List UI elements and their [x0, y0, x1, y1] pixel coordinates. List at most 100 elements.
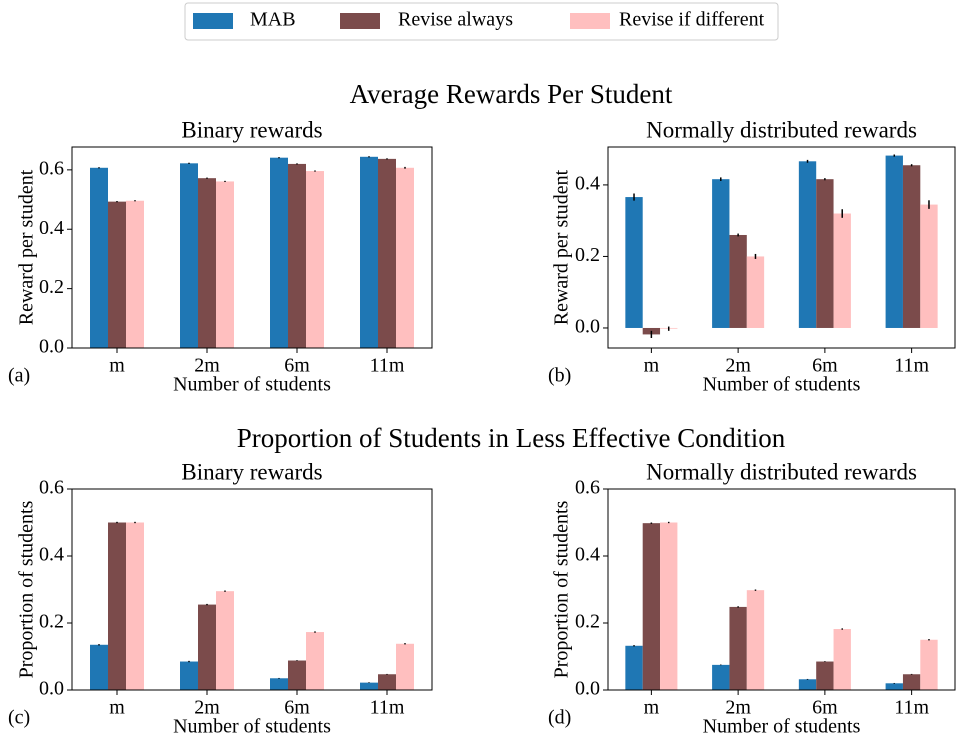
bar: [798, 679, 817, 690]
legend-swatch: [570, 13, 610, 29]
y-tick-label: 0.2: [39, 276, 64, 298]
x-tick-label: 11m: [894, 355, 929, 377]
y-axis-label: Reward per student: [16, 169, 38, 325]
bar: [216, 181, 234, 348]
bar: [729, 234, 747, 328]
bar: [378, 158, 396, 348]
x-tick-label: m: [109, 355, 125, 377]
x-axis-label: Number of students: [173, 374, 331, 396]
chart-title: Normally distributed rewards: [646, 117, 917, 142]
x-tick-label: 11m: [370, 697, 405, 719]
bar: [396, 167, 414, 348]
x-tick-label: 2m: [194, 697, 220, 719]
bar: [729, 606, 747, 690]
y-tick-label: 0.0: [39, 678, 64, 700]
bar: [816, 661, 834, 690]
bar: [198, 178, 216, 348]
bar: [180, 661, 198, 690]
y-tick-label: 0.0: [39, 336, 64, 358]
bar: [180, 163, 198, 348]
bar: [712, 664, 730, 690]
bar: [902, 165, 921, 328]
section-heading: Average Rewards Per Student: [350, 79, 673, 109]
panel-label: (b): [548, 365, 571, 387]
y-tick-label: 0.2: [39, 611, 64, 633]
plot-frame: [71, 488, 433, 691]
section-heading: Proportion of Students in Less Effective…: [237, 423, 786, 453]
bar: [746, 256, 765, 328]
bar: [126, 522, 144, 690]
bar: [306, 632, 324, 690]
panel-label: (a): [8, 365, 30, 387]
y-tick-label: 0.4: [575, 173, 600, 195]
x-tick-label: 11m: [370, 355, 405, 377]
y-tick-label: 0.4: [39, 217, 64, 239]
x-tick-label: m: [109, 697, 125, 719]
plot-frame: [607, 488, 956, 691]
y-axis-label: Proportion of students: [16, 500, 38, 678]
bar: [360, 156, 378, 348]
bar: [396, 643, 414, 690]
bar: [660, 522, 678, 690]
bar: [746, 590, 765, 690]
bar: [306, 171, 324, 348]
legend-label: Revise always: [398, 9, 513, 31]
y-tick-label: 0.6: [39, 477, 64, 499]
bar: [216, 591, 234, 690]
bar: [360, 682, 378, 690]
bar: [90, 167, 108, 348]
y-tick-label: 0.6: [39, 157, 64, 179]
x-tick-label: m: [644, 697, 660, 719]
y-tick-label: 0.2: [575, 244, 600, 266]
y-tick-label: 0.0: [575, 316, 600, 338]
bar: [885, 683, 903, 690]
bar: [288, 660, 306, 690]
bar: [625, 645, 643, 690]
y-tick-label: 0.2: [575, 611, 600, 633]
legend-box: [184, 2, 779, 41]
y-tick-label: 0.4: [575, 544, 600, 566]
bar: [108, 522, 126, 690]
bar: [270, 678, 288, 690]
bar: [902, 674, 921, 690]
bar: [816, 179, 834, 328]
x-tick-label: 6m: [812, 355, 838, 377]
x-axis-label: Number of students: [703, 716, 861, 738]
chart-title: Binary rewards: [181, 117, 322, 142]
x-tick-label: 11m: [894, 697, 929, 719]
bar: [198, 604, 216, 690]
x-axis-label: Number of students: [173, 716, 331, 738]
bar: [288, 163, 306, 348]
y-axis-label: Reward per student: [551, 169, 573, 325]
legend-label: Revise if different: [619, 9, 765, 31]
y-axis-label: Proportion of students: [551, 500, 573, 678]
y-tick-label: 0.4: [39, 544, 64, 566]
bar: [90, 644, 108, 690]
x-tick-label: m: [644, 355, 660, 377]
x-tick-label: 2m: [194, 355, 220, 377]
plot-frame: [607, 146, 956, 349]
bar: [378, 674, 396, 690]
bar: [920, 204, 938, 328]
x-axis-label: Number of students: [703, 374, 861, 396]
bar: [625, 197, 643, 328]
bar: [920, 639, 938, 690]
chart-title: Normally distributed rewards: [646, 459, 917, 484]
legend-swatch: [193, 13, 233, 29]
bar: [712, 179, 730, 328]
bar: [833, 213, 851, 328]
y-tick-label: 0.0: [575, 678, 600, 700]
x-tick-label: 6m: [284, 355, 310, 377]
bar: [126, 200, 144, 348]
x-tick-label: 6m: [284, 697, 310, 719]
legend-swatch: [340, 13, 380, 29]
chart-title: Binary rewards: [181, 459, 322, 484]
panel-label: (d): [548, 707, 571, 729]
bar: [798, 161, 817, 328]
bar: [833, 629, 851, 690]
bar: [885, 155, 903, 328]
x-tick-label: 2m: [725, 697, 751, 719]
y-tick-label: 0.6: [575, 477, 600, 499]
x-tick-label: 6m: [812, 697, 838, 719]
